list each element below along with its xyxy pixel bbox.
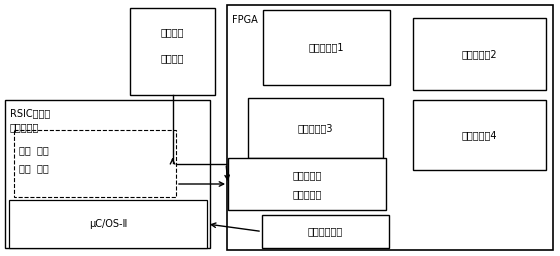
Text: 可重构区域1: 可重构区域1 [309,42,344,52]
Text: 口配置模块: 口配置模块 [292,189,321,199]
Bar [130,8,215,95]
Text: μC/OS-Ⅱ: μC/OS-Ⅱ [89,219,127,229]
Text: 可重构区域3: 可重构区域3 [298,123,333,133]
Text: 内部控制接: 内部控制接 [292,170,321,180]
Text: 中央处理器: 中央处理器 [10,122,39,132]
Bar [262,215,389,248]
Bar [5,100,210,248]
Bar [248,98,383,158]
Text: 轮询  策略: 轮询 策略 [19,163,49,173]
Bar [14,130,176,197]
Bar [413,100,546,170]
Text: RSIC嵌入式: RSIC嵌入式 [10,108,50,118]
Text: 可重构区域2: 可重构区域2 [461,49,497,59]
Text: FPGA: FPGA [232,15,258,25]
Bar [228,158,386,210]
Text: 中断控制模块: 中断控制模块 [308,227,343,237]
Text: 可重构区域4: 可重构区域4 [462,130,497,140]
Text: 特流文件: 特流文件 [161,53,184,63]
Bar [9,200,207,248]
Bar [413,18,546,90]
Bar [263,10,390,85]
Bar [227,5,553,250]
Text: 温度  调度: 温度 调度 [19,145,49,155]
Text: 可重构比: 可重构比 [161,27,184,37]
